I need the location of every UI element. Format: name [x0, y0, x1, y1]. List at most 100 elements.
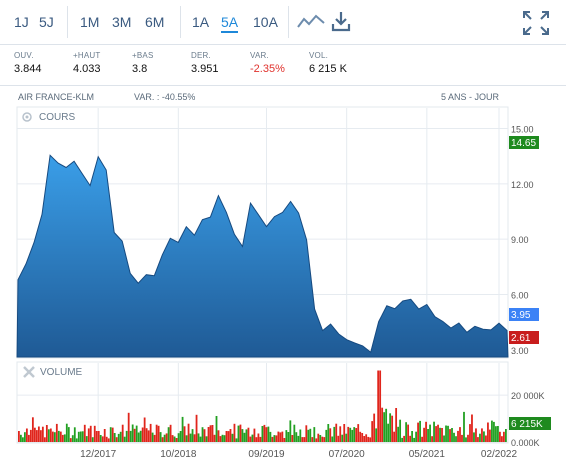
volume-bar	[119, 431, 122, 442]
volume-bar	[287, 432, 290, 442]
volume-bar	[293, 424, 296, 442]
volume-bar	[359, 431, 362, 442]
volume-bar	[185, 435, 188, 442]
volume-bar	[373, 413, 376, 442]
volume-bar	[317, 433, 320, 442]
volume-bar	[311, 437, 314, 442]
volume-bar	[495, 426, 497, 442]
volume-bar	[201, 427, 204, 442]
volume-bar	[365, 434, 368, 442]
volume-bar	[389, 413, 392, 442]
stat-label: +BAS	[132, 51, 154, 60]
stat-value: 3.8	[132, 63, 148, 75]
instrument-name: AIR FRANCE-KLM	[18, 92, 95, 102]
line-chart-icon[interactable]	[297, 12, 325, 32]
xtick-label: 10/2018	[160, 449, 197, 460]
volume-bar	[31, 417, 34, 442]
volume-bar	[53, 432, 56, 442]
volume-bar	[419, 420, 421, 442]
volume-bar	[497, 426, 499, 442]
volume-bar	[211, 425, 214, 442]
volume-bar	[269, 431, 272, 442]
period-1a[interactable]: 1A	[192, 14, 210, 30]
period-5a[interactable]: 5A	[221, 14, 239, 33]
volume-bar	[159, 432, 162, 442]
cours-panel-label: COURS	[22, 112, 75, 123]
volume-bar	[175, 438, 178, 442]
volume-bar	[257, 433, 260, 442]
stat-low: +BAS 3.8	[132, 51, 153, 75]
fullscreen-icon[interactable]	[522, 10, 550, 36]
volume-bar	[313, 427, 316, 442]
period-3m[interactable]: 3M	[112, 14, 132, 30]
download-icon[interactable]	[330, 10, 352, 34]
volume-bar	[245, 429, 248, 442]
period-6m[interactable]: 6M	[145, 14, 165, 30]
volume-bar	[437, 424, 439, 442]
period-5j[interactable]: 5J	[39, 14, 54, 30]
volume-bar	[479, 433, 481, 442]
stat-label: VOL.	[309, 51, 329, 60]
volume-bar	[67, 427, 70, 442]
volume-bar	[197, 433, 200, 442]
period-10a[interactable]: 10A	[253, 14, 278, 30]
stat-last: DER. 3.951	[191, 51, 219, 75]
volume-bar	[335, 423, 338, 442]
volume-bar	[235, 438, 238, 442]
volume-bar	[95, 431, 98, 442]
period-1j[interactable]: 1J	[14, 14, 29, 30]
chart-range: 5 ANS - JOUR	[441, 92, 500, 102]
xtick-label: 05/2021	[409, 449, 446, 460]
high-badge-value: 14.65	[511, 138, 536, 149]
volume-bar	[255, 437, 258, 442]
volume-bar	[18, 431, 20, 442]
volume-bar	[489, 429, 491, 442]
volume-bar	[337, 435, 340, 442]
volume-bar	[429, 424, 431, 442]
volume-bar	[147, 430, 150, 442]
volume-bar	[43, 437, 46, 442]
volume-bar	[403, 435, 406, 442]
volume-bar	[231, 433, 234, 442]
volume-bar	[283, 438, 286, 442]
volume-bar	[37, 426, 40, 442]
volume-bar	[51, 431, 54, 442]
volume-bar	[251, 434, 254, 442]
volume-bar	[83, 424, 86, 442]
volume-bar	[483, 431, 485, 442]
volume-bar	[401, 437, 404, 442]
volume-bar	[267, 426, 270, 442]
volume-bar	[297, 435, 300, 442]
last-volume-badge: 6 215K	[509, 417, 551, 430]
xtick-label: 12/2017	[80, 449, 117, 460]
volume-bar	[371, 421, 374, 442]
volume-bar	[379, 370, 382, 442]
period-1m[interactable]: 1M	[80, 14, 100, 30]
volume-bar	[115, 437, 118, 442]
volume-bar	[239, 424, 242, 442]
volume-bar	[183, 426, 186, 442]
volume-bar	[107, 438, 110, 442]
volume-panel	[16, 361, 509, 444]
volume-bar	[493, 421, 495, 442]
volume-bar	[307, 429, 310, 442]
volume-bar	[291, 435, 294, 442]
volume-bar	[113, 433, 116, 442]
volume-bar	[247, 427, 250, 442]
volume-bar	[127, 412, 130, 442]
volume-bar	[73, 427, 76, 442]
volume-bar	[461, 434, 463, 442]
low-badge: 2.61	[509, 331, 539, 344]
volume-bar	[191, 429, 194, 442]
stat-label: +HAUT	[73, 51, 101, 60]
volume-bar	[465, 437, 467, 442]
volume-bar	[303, 437, 306, 442]
volume-bar	[237, 425, 240, 442]
volume-bar	[249, 436, 252, 442]
volume-bar	[487, 422, 489, 442]
volume-bar	[131, 424, 134, 442]
volume-bar	[133, 428, 136, 442]
volume-bar	[213, 434, 216, 442]
volume-bar	[223, 435, 226, 442]
volume-bar	[29, 429, 32, 442]
